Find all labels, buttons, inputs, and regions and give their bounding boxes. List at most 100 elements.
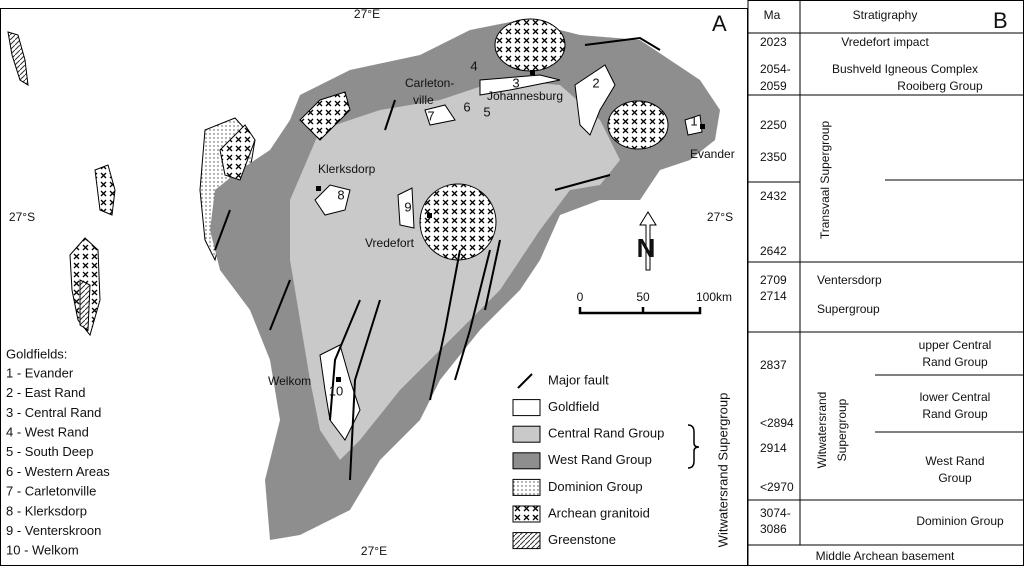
age-label: <2970: [760, 480, 794, 494]
legend: Major fault Goldfield Central Rand Group We…: [512, 372, 664, 550]
unit-label: Ventersdorp: [817, 273, 882, 287]
town: [700, 124, 705, 129]
goldfield: [684, 114, 703, 136]
goldfield-number: 1: [690, 113, 697, 128]
goldfield-numbers: 1 2 3 4 56 7 8 9 10: [329, 58, 698, 398]
fault: [454, 249, 491, 381]
legend-swatch: [512, 399, 541, 417]
unit-label: Group: [938, 471, 972, 485]
goldfield-number: 10: [329, 383, 343, 398]
goldfield: [397, 187, 415, 229]
fault: [349, 299, 381, 481]
legend-label: Central Rand Group: [548, 426, 664, 441]
granitoid: [299, 91, 351, 141]
unit-label: Rand Group: [922, 407, 988, 421]
age-label: 2054-: [760, 62, 791, 76]
age-label: 2023: [760, 35, 787, 49]
granitoid: [607, 100, 669, 150]
stratigraphy-table: [747, 0, 1024, 566]
scale-bar: 0 50 100km: [577, 290, 732, 315]
scale-line: [578, 307, 702, 315]
unit-label: upper Central: [919, 338, 992, 352]
goldfield-entry: 5 - South Deep: [6, 444, 93, 459]
goldfield-entry: 7 - Carletonville: [6, 484, 96, 499]
legend-brace: [687, 424, 700, 469]
north-label: N: [637, 233, 656, 263]
legend-swatch: [512, 532, 541, 550]
place-label: Welkom: [268, 374, 311, 388]
goldfield-entry: 6 - Western Areas: [6, 464, 110, 479]
fault: [269, 279, 291, 331]
age-label: <2894: [760, 416, 794, 430]
coord-label: 27°S: [9, 210, 35, 224]
age-label: 2642: [760, 244, 787, 258]
age-label: 2837: [760, 358, 787, 372]
age-label: 2709: [760, 273, 787, 287]
fault: [384, 99, 396, 131]
granitoid: [219, 124, 256, 181]
place-label: Klerksdorp: [318, 162, 376, 176]
greenstone: [7, 31, 29, 86]
legend-swatch: [512, 425, 541, 443]
place-label: Vredefort: [365, 236, 415, 250]
goldfield-number: 2: [592, 75, 599, 90]
legend-label: Dominion Group: [548, 479, 643, 494]
fault: [484, 239, 501, 311]
unit-label: Bushveld Igneous Complex: [832, 62, 978, 76]
fault: [584, 36, 661, 51]
unit-label: West Rand: [925, 454, 984, 468]
granitoid: [94, 164, 116, 216]
age-label: 2914: [760, 441, 787, 455]
legend-swatch: [517, 373, 533, 389]
age-label: 2059: [760, 79, 787, 93]
goldfield: [314, 184, 351, 216]
goldfields-list: 1 - Evander 2 - East Rand 3 - Central Rand…: [6, 365, 110, 557]
age-label: 3074-: [760, 506, 791, 520]
goldfield-entry: 4 - West Rand: [6, 425, 89, 440]
coord-label: 27°E: [361, 544, 387, 558]
legend-swatch: [512, 478, 541, 496]
goldfield-entry: 10 - Welkom: [6, 543, 79, 558]
goldfield-entry: 1 - Evander: [6, 365, 74, 380]
town: [336, 377, 341, 382]
fault: [214, 209, 231, 251]
age-label: 2250: [760, 118, 787, 132]
place-label: Johannesburg: [487, 89, 563, 103]
goldfield-entry: 9 - Venterskroon: [6, 523, 101, 538]
goldfield-number: 7: [427, 108, 434, 123]
unit-label: Supergroup: [817, 302, 880, 316]
unit-label: Supergroup: [835, 398, 849, 461]
legend-swatch: [512, 452, 541, 470]
goldfields-title: Goldfields:: [6, 346, 67, 361]
unit-label: Middle Archean basement: [816, 549, 955, 563]
goldfield-number: 5: [483, 104, 490, 119]
unit-label: lower Central: [920, 390, 991, 404]
coord-label: 27°E: [354, 7, 380, 21]
scale-label: 0: [577, 290, 584, 304]
legend-label: Archean granitoid: [548, 505, 650, 520]
fault: [554, 174, 611, 191]
greenstone: [79, 279, 91, 331]
unit-label: Transvaal Supergroup: [818, 121, 832, 240]
coord-label: 27°S: [707, 210, 733, 224]
place-label: Carleton-: [405, 76, 454, 90]
scale-label: 100km: [696, 290, 732, 304]
town: [316, 186, 321, 191]
legend-label: Goldfield: [548, 399, 599, 414]
panel-letter: A: [712, 11, 727, 36]
goldfield: [424, 104, 456, 126]
goldfield-number: 9: [404, 199, 411, 214]
fault: [329, 299, 361, 421]
central-rand-area: [290, 80, 620, 460]
place-label: Evander: [690, 147, 735, 161]
unit-label: Rooiberg Group: [897, 79, 983, 93]
goldfield-entry: 2 - East Rand: [6, 385, 86, 400]
legend-label: Greenstone: [548, 532, 616, 547]
legend-group-label: Witwatersrand Supergroup: [715, 393, 730, 548]
age-label: 2432: [760, 189, 787, 203]
age-label: 3086: [760, 522, 787, 536]
goldfield-number: 8: [337, 187, 344, 202]
map: [0, 8, 748, 566]
unit-label: Witwatersrand: [815, 392, 829, 469]
